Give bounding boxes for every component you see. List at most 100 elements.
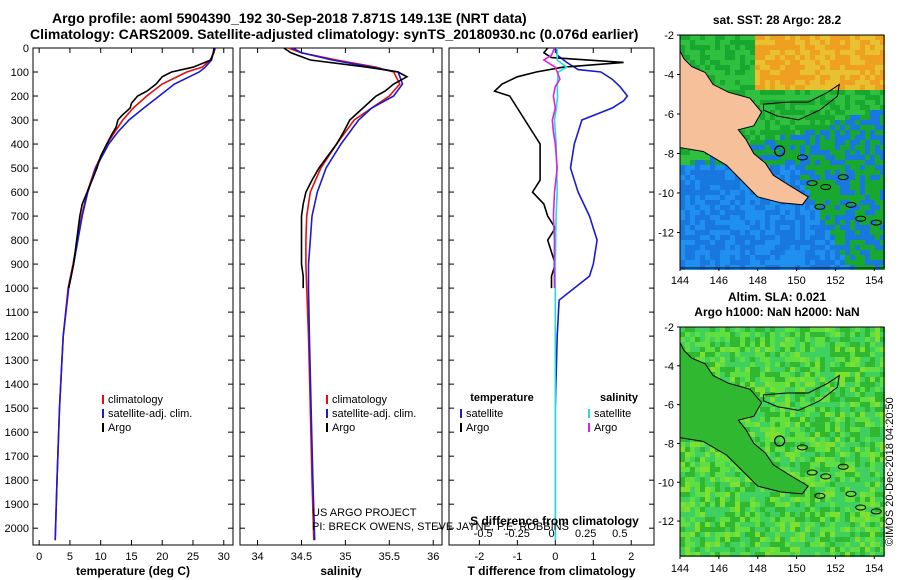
map-cell <box>880 260 885 265</box>
map-cell <box>720 50 725 55</box>
map-cell <box>805 40 810 45</box>
map-cell <box>720 255 725 260</box>
map-cell <box>745 502 750 507</box>
map-cell <box>750 517 755 522</box>
map-cell <box>805 372 810 377</box>
map-cell <box>865 507 870 512</box>
map-cell <box>820 512 825 517</box>
map-cell <box>830 65 835 70</box>
map-cell <box>845 487 850 492</box>
map-cell <box>860 392 865 397</box>
map-cell <box>880 517 885 522</box>
series-argo <box>283 47 409 289</box>
map-cell <box>820 437 825 442</box>
map-cell <box>870 240 875 245</box>
map-cell <box>870 185 875 190</box>
map-cell <box>740 502 745 507</box>
map-cell <box>800 537 805 542</box>
map-cell <box>875 497 880 502</box>
map-cell <box>720 462 725 467</box>
map-cell <box>820 95 825 100</box>
map-cell <box>810 180 815 185</box>
map-cell <box>810 377 815 382</box>
map-cell <box>685 160 690 165</box>
map-cell <box>865 332 870 337</box>
map-cell <box>855 195 860 200</box>
map-cell <box>835 497 840 502</box>
map-cell <box>805 512 810 517</box>
map-cell <box>760 342 765 347</box>
map-cell <box>875 467 880 472</box>
map-cell <box>830 372 835 377</box>
map-cell <box>765 110 770 115</box>
map-cell <box>765 45 770 50</box>
map-cell <box>840 205 845 210</box>
map-cell <box>785 175 790 180</box>
map-cell <box>855 462 860 467</box>
map-cell <box>820 412 825 417</box>
map-y-tick-label: -12 <box>658 227 674 239</box>
map-cell <box>685 225 690 230</box>
map-cell <box>790 110 795 115</box>
map-cell <box>695 210 700 215</box>
map-cell <box>850 457 855 462</box>
map-cell <box>835 100 840 105</box>
map-cell <box>810 135 815 140</box>
map-cell <box>860 175 865 180</box>
header-line-2: Climatology: CARS2009. Satellite-adjuste… <box>30 26 639 42</box>
map-cell <box>705 35 710 40</box>
map-cell <box>850 422 855 427</box>
map-cell <box>700 150 705 155</box>
map-cell <box>780 70 785 75</box>
map-cell <box>810 125 815 130</box>
map-cell <box>785 372 790 377</box>
map-cell <box>880 327 885 332</box>
map-cell <box>685 215 690 220</box>
map-cell <box>815 245 820 250</box>
map-cell <box>865 230 870 235</box>
map-cell <box>805 105 810 110</box>
map-cell <box>810 342 815 347</box>
map-cell <box>765 517 770 522</box>
map-cell <box>705 487 710 492</box>
map-cell <box>770 230 775 235</box>
map-cell <box>765 362 770 367</box>
map-cell <box>810 357 815 362</box>
map-cell <box>770 527 775 532</box>
map-cell <box>815 190 820 195</box>
map-cell <box>740 195 745 200</box>
map-cell <box>740 547 745 552</box>
map-cell <box>800 407 805 412</box>
map-cell <box>805 482 810 487</box>
map-cell <box>790 180 795 185</box>
map-cell <box>725 517 730 522</box>
map-cell <box>690 215 695 220</box>
map-cell <box>840 402 845 407</box>
map-cell <box>855 377 860 382</box>
map-cell <box>740 85 745 90</box>
map-cell <box>780 45 785 50</box>
map-cell <box>795 532 800 537</box>
map-cell <box>790 502 795 507</box>
map-cell <box>800 547 805 552</box>
map-cell <box>805 110 810 115</box>
map-cell <box>835 250 840 255</box>
map-cell <box>805 452 810 457</box>
map-cell <box>755 215 760 220</box>
map-cell <box>835 502 840 507</box>
map-cell <box>865 327 870 332</box>
map-cell <box>810 382 815 387</box>
map-cell <box>875 357 880 362</box>
map-cell <box>715 205 720 210</box>
map-cell <box>705 260 710 265</box>
map-cell <box>825 357 830 362</box>
map-cell <box>755 235 760 240</box>
map-cell <box>695 462 700 467</box>
map-cell <box>870 367 875 372</box>
map-cell <box>770 387 775 392</box>
map-cell <box>855 240 860 245</box>
map-cell <box>875 532 880 537</box>
map-cell <box>805 220 810 225</box>
panel-temperature: 0100200300400500600700800900100011001200… <box>5 43 234 578</box>
map-cell <box>815 240 820 245</box>
